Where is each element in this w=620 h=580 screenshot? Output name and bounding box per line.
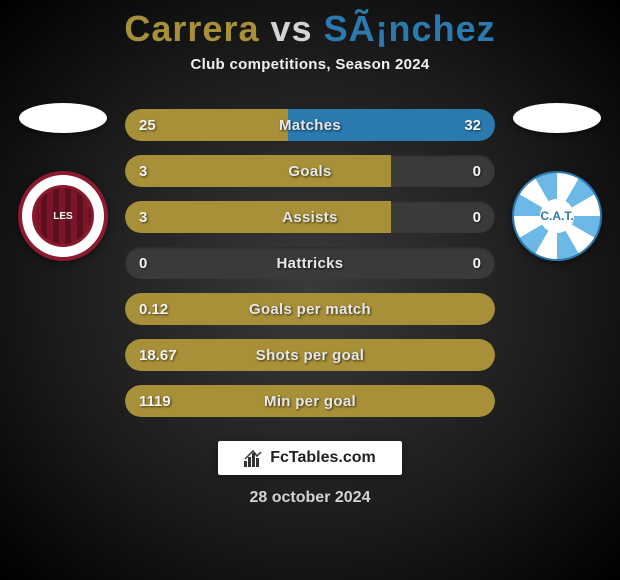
footer-brand-text: FcTables.com [270, 449, 376, 467]
title-vs: vs [271, 8, 313, 49]
stat-label: Goals per match [249, 301, 371, 318]
stat-value-right: 32 [464, 117, 481, 134]
player1-club-initials: LES [53, 211, 72, 222]
stat-value-right: 0 [473, 255, 481, 272]
player2-flag-icon [513, 103, 601, 133]
stat-bar-left [125, 201, 391, 233]
stat-label: Matches [279, 117, 341, 134]
player2-club-initials: C.A.T. [540, 209, 573, 223]
subtitle: Club competitions, Season 2024 [190, 56, 429, 73]
player1-club-inner: LES [32, 185, 94, 247]
stat-row: 0 0 Hattricks [125, 247, 495, 279]
main-content: LES 25 32 Matches 3 0 Goals 3 0 Assists 0 0 Hattric… [0, 109, 620, 417]
player1-name: Carrera [124, 8, 259, 49]
stat-row: 3 0 Goals [125, 155, 495, 187]
stat-value-left: 3 [139, 163, 147, 180]
stats-column: 25 32 Matches 3 0 Goals 3 0 Assists 0 0 Hattricks 0.… [125, 109, 495, 417]
stat-label: Shots per goal [256, 347, 364, 364]
stat-label: Min per goal [264, 393, 356, 410]
stat-row: 18.67 Shots per goal [125, 339, 495, 371]
stat-bar-left [125, 155, 391, 187]
player1-club-badge: LES [18, 171, 108, 261]
stat-row: 3 0 Assists [125, 201, 495, 233]
comparison-infographic: Carrera vs SÃ¡nchez Club competitions, S… [0, 0, 620, 580]
stat-label: Assists [282, 209, 337, 226]
stat-value-left: 3 [139, 209, 147, 226]
stat-value-right: 0 [473, 209, 481, 226]
stat-value-left: 25 [139, 117, 156, 134]
stat-value-left: 0 [139, 255, 147, 272]
stat-row: 25 32 Matches [125, 109, 495, 141]
player1-flag-icon [19, 103, 107, 133]
stat-label: Goals [288, 163, 331, 180]
page-title: Carrera vs SÃ¡nchez [124, 8, 495, 50]
left-side-panel: LES [8, 103, 118, 261]
stat-value-left: 1119 [139, 393, 171, 410]
right-side-panel: C.A.T. [502, 103, 612, 261]
stat-value-right: 0 [473, 163, 481, 180]
stat-row: 1119 Min per goal [125, 385, 495, 417]
player2-name: SÃ¡nchez [324, 8, 496, 49]
stat-label: Hattricks [277, 255, 344, 272]
player2-club-badge: C.A.T. [512, 171, 602, 261]
stat-value-left: 18.67 [139, 347, 177, 364]
date-text: 28 october 2024 [250, 489, 371, 507]
footer-brand-box: FcTables.com [218, 441, 402, 475]
stat-value-left: 0.12 [139, 301, 168, 318]
chart-icon [244, 449, 264, 467]
stat-row: 0.12 Goals per match [125, 293, 495, 325]
